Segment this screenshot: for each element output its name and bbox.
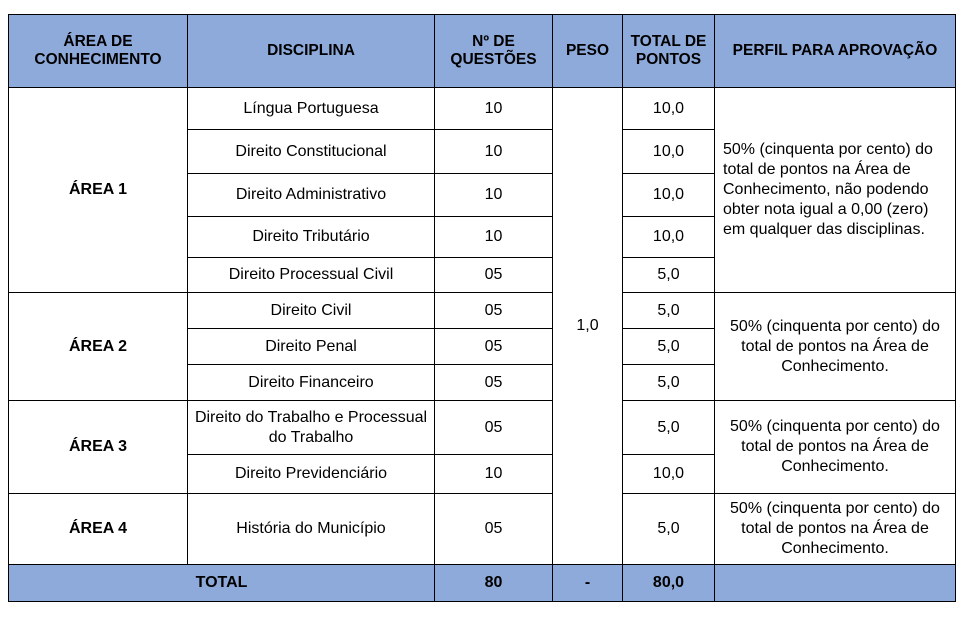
questoes: 10 — [434, 87, 553, 130]
questoes: 10 — [434, 216, 553, 258]
pontos: 10,0 — [622, 216, 715, 258]
pontos: 5,0 — [622, 292, 715, 329]
questoes: 05 — [434, 328, 553, 365]
disciplina: Direito Previdenciário — [187, 454, 435, 494]
questoes: 05 — [434, 257, 553, 293]
table-row: ÁREA 3 Direito do Trabalho e Processual d… — [8, 400, 956, 494]
table-row: Direito Financeiro 05 5,0 — [9, 364, 956, 401]
disciplina: Direito Administrativo — [187, 173, 435, 217]
disciplina: Direito Processual Civil — [187, 257, 435, 293]
header-questoes: Nº DE QUESTÕES — [434, 14, 553, 88]
area-name: ÁREA 3 — [8, 400, 188, 494]
questoes: 05 — [434, 364, 553, 401]
questoes: 10 — [434, 173, 553, 217]
header-peso: PESO — [552, 14, 623, 88]
table-row: ÁREA 2 Direito Civil 05 5,0 50% (cinquenta p… — [8, 292, 956, 401]
area-name: ÁREA 1 — [8, 87, 188, 293]
total-row: TOTAL 80 - 80,0 — [8, 564, 956, 602]
disciplina: Direito Penal — [187, 328, 435, 365]
pontos: 10,0 — [622, 87, 715, 130]
total-perfil-empty — [714, 564, 956, 602]
perfil-aprovacao: 50% (cinquenta por cento) do total de po… — [714, 292, 956, 401]
pontos: 10,0 — [622, 454, 715, 494]
disciplina: Língua Portuguesa — [187, 87, 435, 130]
total-peso: - — [552, 564, 623, 602]
area-name: ÁREA 2 — [8, 292, 188, 401]
header-area: ÁREA DE CONHECIMENTO — [8, 14, 188, 88]
questoes: 05 — [434, 493, 553, 565]
disciplina: Direito Financeiro — [187, 364, 435, 401]
disciplina: Direito do Trabalho e Processual do Trab… — [187, 400, 435, 455]
perfil-aprovacao: 50% (cinquenta por cento) do total de po… — [714, 400, 956, 494]
perfil-aprovacao: 50% (cinquenta por cento) do total de po… — [714, 87, 956, 293]
header-perfil: PERFIL PARA APROVAÇÃO — [714, 14, 956, 88]
questoes: 10 — [434, 454, 553, 494]
total-questoes: 80 — [434, 564, 553, 602]
total-label: TOTAL — [8, 564, 435, 602]
pontos: 5,0 — [622, 328, 715, 365]
questoes: 05 — [434, 292, 553, 329]
pontos: 5,0 — [622, 364, 715, 401]
pontos: 5,0 — [622, 257, 715, 293]
total-pontos: 80,0 — [622, 564, 715, 602]
peso: 1,0 — [552, 87, 623, 565]
table-row: Direito Processual Civil 05 5,0 — [9, 257, 956, 293]
disciplina: Direito Constitucional — [187, 129, 435, 174]
exam-table: ÁREA DE CONHECIMENTO DISCIPLINA Nº DE QU… — [8, 14, 956, 602]
pontos: 10,0 — [622, 129, 715, 174]
header-row: ÁREA DE CONHECIMENTO DISCIPLINA Nº DE QU… — [8, 14, 956, 88]
table-row: ÁREA 1 Língua Portuguesa 10 1,0 10,0 50% (cin… — [8, 87, 956, 565]
disciplina: História do Município — [187, 493, 435, 565]
pontos: 5,0 — [622, 400, 715, 455]
questoes: 10 — [434, 129, 553, 174]
table-row: Direito Administrativo 10 10,0 — [9, 173, 956, 217]
area-name: ÁREA 4 — [8, 493, 188, 565]
pontos: 10,0 — [622, 173, 715, 217]
table-row: Direito Penal 05 5,0 — [9, 328, 956, 365]
questoes: 05 — [434, 400, 553, 455]
table-row: Direito Constitucional 10 10,0 — [9, 129, 956, 174]
disciplina: Direito Tributário — [187, 216, 435, 258]
header-disciplina: DISCIPLINA — [187, 14, 435, 88]
pontos: 5,0 — [622, 493, 715, 565]
header-total-pontos: TOTAL DE PONTOS — [622, 14, 715, 88]
table-row: Direito Tributário 10 10,0 — [9, 216, 956, 258]
disciplina: Direito Civil — [187, 292, 435, 329]
table-row: ÁREA 4 História do Município 05 5,0 50% (cin… — [8, 493, 956, 565]
perfil-aprovacao: 50% (cinquenta por cento) do total de po… — [714, 493, 956, 565]
table-row: Direito Previdenciário 10 10,0 — [9, 454, 956, 494]
